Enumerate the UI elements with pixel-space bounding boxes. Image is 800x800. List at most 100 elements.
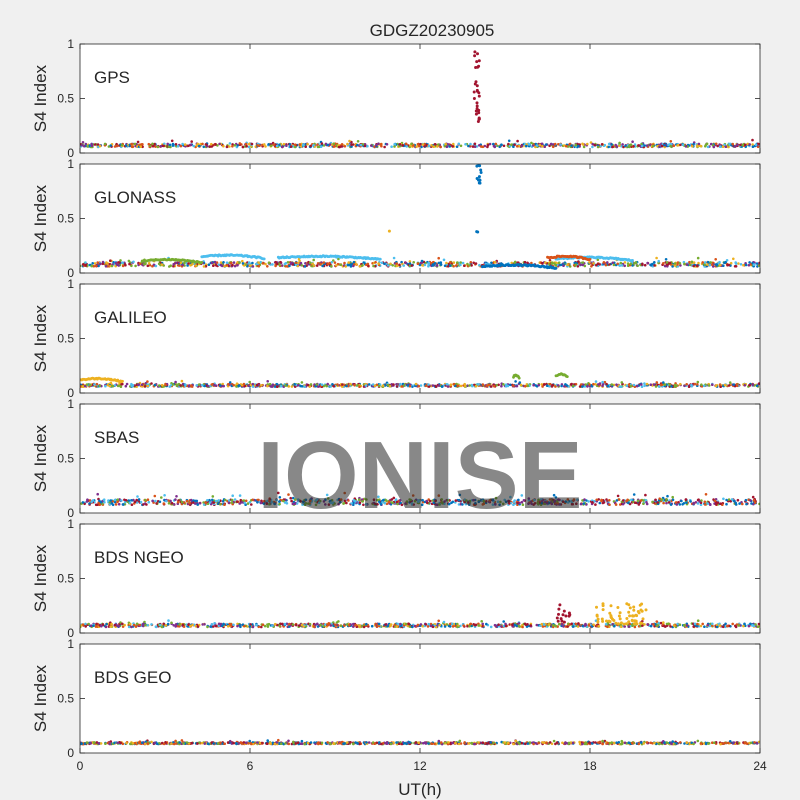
- data-point: [90, 264, 93, 268]
- data-point: [270, 144, 273, 148]
- data-point: [159, 145, 163, 148]
- data-point: [731, 142, 734, 146]
- data-point: [714, 258, 717, 261]
- data-point: [498, 503, 501, 507]
- data-point: [459, 384, 463, 388]
- data-point: [204, 501, 207, 505]
- data-point: [312, 258, 316, 262]
- data-point: [444, 142, 448, 146]
- data-point: [550, 262, 553, 265]
- data-point: [242, 382, 246, 386]
- data-point: [646, 623, 649, 626]
- data-point: [550, 385, 554, 388]
- data-point: [303, 265, 307, 268]
- data-point: [241, 145, 245, 149]
- y-tick-label: 1: [67, 277, 74, 291]
- data-point: [240, 501, 244, 504]
- data-point: [174, 625, 177, 628]
- data-point: [656, 144, 659, 148]
- data-point: [630, 498, 633, 502]
- data-point: [92, 264, 96, 268]
- data-point: [676, 263, 679, 266]
- data-point: [748, 143, 751, 146]
- data-point: [448, 625, 452, 628]
- data-point: [434, 503, 438, 506]
- data-point: [172, 262, 175, 266]
- data-point: [309, 383, 313, 386]
- data-point: [592, 623, 595, 626]
- data-point: [232, 383, 235, 387]
- data-point: [293, 502, 297, 506]
- data-point: [527, 499, 531, 502]
- data-point: [410, 502, 414, 505]
- y-axis-label: S4 Index: [31, 424, 50, 492]
- data-point: [128, 622, 132, 626]
- data-point: [658, 145, 661, 148]
- data-point: [227, 501, 231, 505]
- data-point: [437, 384, 441, 387]
- data-point: [328, 261, 331, 265]
- data-point: [162, 502, 166, 505]
- data-point: [117, 264, 120, 267]
- data-point: [618, 141, 621, 145]
- data-point: [504, 622, 507, 626]
- data-point: [507, 499, 511, 503]
- data-point: [662, 501, 665, 505]
- data-point: [719, 502, 722, 506]
- data-point: [146, 498, 150, 502]
- data-point: [322, 144, 326, 147]
- data-point: [421, 498, 424, 502]
- data-point: [586, 142, 589, 146]
- data-point: [565, 144, 568, 148]
- data-point: [590, 265, 593, 268]
- data-point: [307, 502, 310, 505]
- data-point: [332, 259, 335, 262]
- data-point: [251, 623, 254, 626]
- data-point: [286, 261, 290, 264]
- data-point: [320, 142, 324, 145]
- data-point: [591, 500, 594, 504]
- data-point: [251, 498, 254, 502]
- data-point: [231, 143, 234, 146]
- data-point: [124, 499, 128, 502]
- data-point: [162, 144, 165, 148]
- data-point: [535, 144, 539, 147]
- data-point: [692, 501, 695, 505]
- data-point: [412, 261, 416, 264]
- y-tick-label: 0: [67, 266, 74, 280]
- data-point: [434, 143, 437, 146]
- event-point: [475, 101, 479, 105]
- data-point: [175, 383, 178, 386]
- data-point: [132, 498, 135, 502]
- data-point: [601, 380, 604, 384]
- data-point: [548, 259, 552, 262]
- data-point: [718, 145, 722, 148]
- data-point: [202, 501, 205, 504]
- data-point: [466, 262, 469, 266]
- data-point: [130, 264, 133, 268]
- data-point: [179, 261, 183, 265]
- data-point: [261, 623, 265, 626]
- data-point: [549, 142, 553, 146]
- data-point: [269, 385, 273, 388]
- data-point: [277, 491, 280, 495]
- data-point: [163, 494, 166, 497]
- panel-label: GALILEO: [94, 308, 167, 327]
- data-point: [652, 144, 655, 148]
- y-axis-label: S4 Index: [31, 64, 50, 132]
- data-point: [110, 502, 114, 505]
- data-point: [105, 261, 108, 264]
- data-point: [311, 262, 315, 266]
- arc-point: [262, 257, 266, 261]
- data-point: [671, 495, 674, 499]
- data-point: [508, 383, 512, 387]
- data-point: [608, 499, 611, 502]
- data-point: [507, 502, 511, 505]
- data-point: [202, 265, 206, 268]
- data-point: [478, 263, 481, 267]
- data-point: [721, 145, 725, 148]
- data-point: [257, 261, 260, 264]
- data-point: [136, 140, 140, 144]
- data-point: [427, 383, 430, 386]
- data-point: [751, 138, 754, 142]
